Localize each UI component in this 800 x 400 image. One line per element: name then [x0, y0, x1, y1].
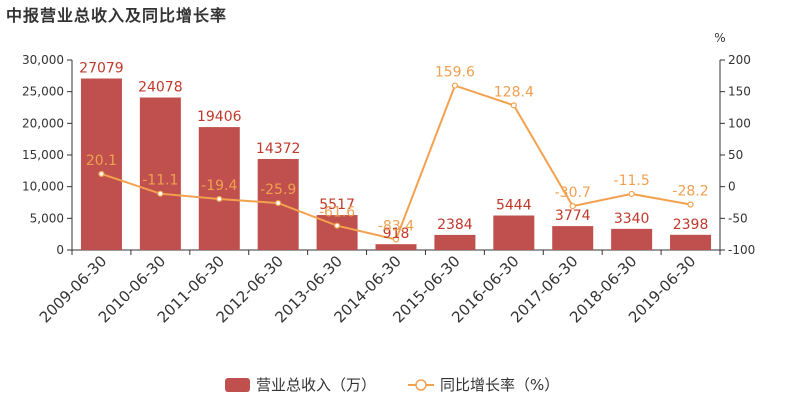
y-right-tick-label: 150: [728, 85, 751, 99]
bar: [670, 234, 712, 250]
legend[interactable]: 营业总收入（万） 同比增长率（%）: [225, 376, 559, 394]
bar-data-label: 2398: [673, 217, 709, 233]
bar: [493, 215, 535, 250]
line-data-label: -19.4: [201, 178, 237, 194]
y-left-tick-label: 5,000: [30, 211, 64, 225]
line-point: [628, 190, 635, 198]
line-point: [98, 170, 105, 178]
y-left-tick-label: 30,000: [22, 53, 64, 67]
bar-data-label: 918: [383, 226, 410, 242]
bar-data-label: 2384: [437, 217, 473, 233]
legend-line-label: 同比增长率（%）: [440, 376, 559, 394]
bar: [198, 127, 240, 250]
line-data-label: -11.5: [614, 173, 650, 189]
bar: [434, 234, 476, 250]
line-data-label: 20.1: [86, 153, 117, 169]
line-point: [275, 199, 282, 207]
bar-data-label: 27079: [79, 60, 124, 76]
bar-data-label: 14372: [256, 141, 301, 157]
y-left-tick-label: 0: [56, 243, 64, 257]
line-point: [451, 82, 459, 89]
line-point: [687, 201, 694, 208]
bars-layer: [80, 78, 712, 250]
line-data-label: -28.2: [672, 184, 708, 200]
y-right-unit-label: %: [714, 31, 725, 45]
y-left-tick-label: 15,000: [22, 148, 64, 162]
y-right-tick-label: 200: [728, 53, 751, 67]
y-right-tick-label: 50: [728, 148, 743, 162]
line-data-label: -61.6: [319, 205, 355, 221]
y-right-tick-label: 0: [728, 180, 736, 194]
chart-title: 中报营业总收入及同比增长率: [6, 6, 228, 25]
bar-data-label: 19406: [197, 109, 242, 125]
growth-line: [101, 84, 691, 241]
labels-layer: 27079 24078 19406 14372 5517 918 2384 5444 3774 3…: [79, 60, 708, 242]
line-data-label: -83.4: [378, 218, 414, 234]
bar-data-label: 24078: [138, 80, 183, 96]
y-left-tick-label: 20,000: [22, 116, 64, 130]
bar: [611, 228, 653, 250]
legend-line-marker: [415, 379, 427, 391]
y-right-tick-label: -100: [728, 243, 755, 257]
bar: [139, 97, 181, 250]
line-data-label: -25.9: [260, 182, 296, 198]
line-point: [333, 222, 341, 229]
line-data-label: -11.1: [142, 173, 178, 189]
line-point: [157, 190, 164, 197]
line-point: [569, 203, 576, 210]
y-left-tick-label: 25,000: [22, 85, 64, 99]
y-right-tick-label: -50: [728, 211, 748, 225]
bar: [375, 244, 417, 250]
line-point: [510, 102, 517, 109]
line-point: [216, 195, 223, 203]
line-layer: [98, 82, 694, 243]
legend-bar-label: 营业总收入（万）: [256, 376, 376, 394]
bar: [80, 78, 122, 250]
bar-data-label: 5517: [319, 197, 355, 213]
line-data-label: 159.6: [435, 65, 475, 81]
y-left-tick-label: 10,000: [22, 180, 64, 194]
y-right-tick-label: 100: [728, 116, 751, 130]
legend-bar-swatch: [225, 378, 250, 392]
bar-data-label: 3774: [555, 208, 591, 224]
bar-data-label: 5444: [496, 198, 532, 214]
line-data-label: -30.7: [555, 185, 591, 201]
line-point: [392, 236, 400, 243]
line-data-label: 128.4: [494, 84, 534, 100]
bar: [552, 226, 594, 250]
bar-data-label: 3340: [614, 211, 650, 227]
